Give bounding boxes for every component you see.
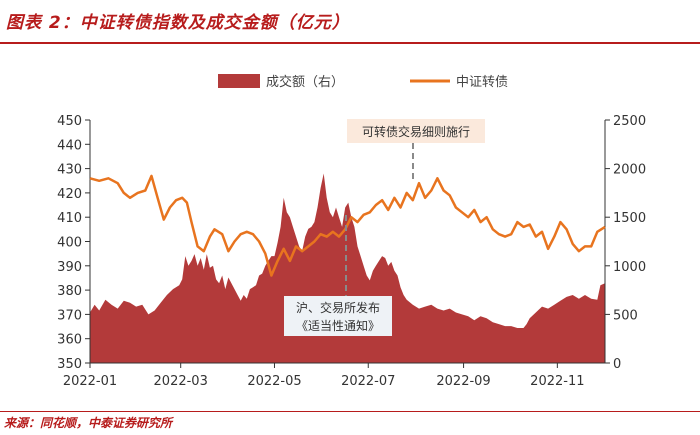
legend-label-volume: 成交额（右） bbox=[266, 74, 344, 90]
x-tick-label: 2022-09 bbox=[436, 374, 490, 389]
index-line-series bbox=[89, 174, 606, 277]
annotation-box-rules bbox=[347, 119, 485, 143]
right-tick-label: 2500 bbox=[613, 114, 646, 129]
annotations: 可转债交易细则施行 沪、交易所发布 《适当性通知》 bbox=[284, 119, 485, 336]
x-tick-label: 2022-01 bbox=[63, 374, 117, 389]
left-tick-label: 430 bbox=[57, 163, 82, 178]
legend-swatch-volume bbox=[218, 74, 260, 88]
x-tick-label: 2022-11 bbox=[530, 374, 584, 389]
annotation-text-notice-line2: 《适当性通知》 bbox=[296, 319, 380, 333]
chart-title: 图表 2：中证转债指数及成交金额（亿元） bbox=[6, 13, 350, 33]
left-tick-label: 350 bbox=[57, 357, 82, 372]
index-line bbox=[89, 174, 606, 277]
title-divider bbox=[0, 42, 700, 44]
volume-area-series bbox=[90, 173, 605, 363]
axes: 350 360 370 380 390 400 410 420 430 440 450 0 500 100… bbox=[57, 114, 646, 389]
left-tick-label: 450 bbox=[57, 114, 82, 129]
left-tick-label: 440 bbox=[57, 138, 82, 153]
x-tick-label: 2022-07 bbox=[341, 374, 395, 389]
left-tick-label: 360 bbox=[57, 333, 82, 348]
right-tick-label: 1000 bbox=[613, 260, 646, 275]
left-tick-label: 380 bbox=[57, 284, 82, 299]
left-tick-label: 400 bbox=[57, 236, 82, 251]
x-tick-label: 2022-03 bbox=[154, 374, 208, 389]
left-tick-label: 370 bbox=[57, 308, 82, 323]
right-tick-label: 2000 bbox=[613, 163, 646, 178]
right-tick-label: 500 bbox=[613, 308, 638, 323]
legend-label-line: 中证转债 bbox=[456, 75, 508, 90]
x-tick-label: 2022-05 bbox=[247, 374, 301, 389]
annotation-text-notice-line1: 沪、交易所发布 bbox=[296, 300, 380, 315]
source-note: 来源：同花顺，中泰证券研究所 bbox=[4, 416, 173, 430]
chart-title-bar: 图表 2：中证转债指数及成交金额（亿元） bbox=[0, 0, 700, 44]
chart: 350 360 370 380 390 400 410 420 430 440 450 0 500 100… bbox=[57, 74, 646, 389]
annotation-text-rules: 可转债交易细则施行 bbox=[362, 124, 470, 139]
right-tick-label: 1500 bbox=[613, 211, 646, 226]
left-tick-label: 390 bbox=[57, 260, 82, 275]
left-tick-label: 410 bbox=[57, 211, 82, 226]
volume-area bbox=[90, 173, 605, 363]
legend: 成交额（右） 中证转债 bbox=[218, 74, 508, 90]
right-tick-label: 0 bbox=[613, 357, 621, 372]
source-divider bbox=[0, 411, 700, 412]
left-tick-label: 420 bbox=[57, 187, 82, 202]
annotation-box-notice bbox=[284, 296, 392, 336]
